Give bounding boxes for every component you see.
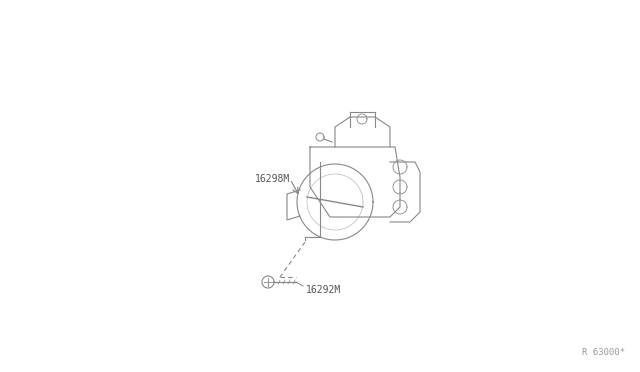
Text: 16298M: 16298M (255, 174, 291, 184)
Text: 16292M: 16292M (306, 285, 341, 295)
Text: R 63000*: R 63000* (582, 348, 625, 357)
